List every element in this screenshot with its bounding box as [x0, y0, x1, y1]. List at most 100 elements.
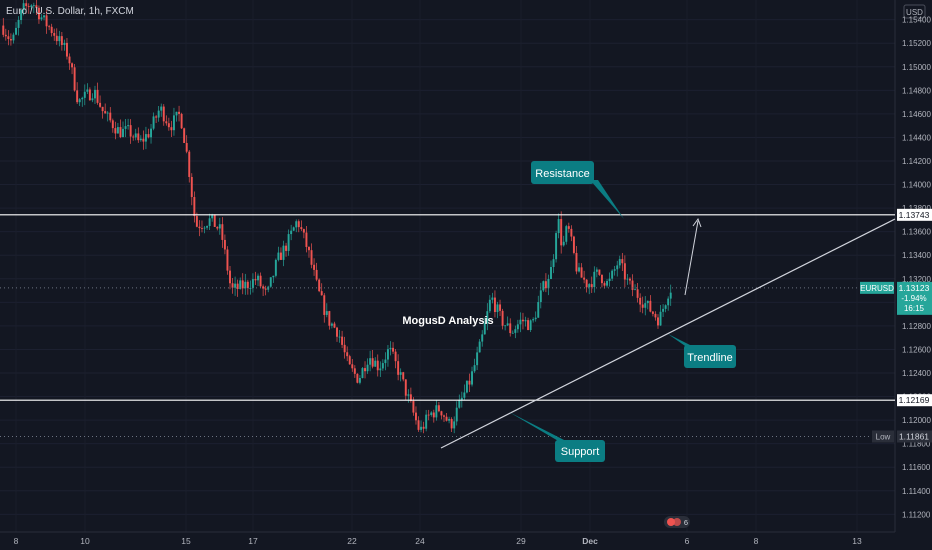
candle-body	[63, 42, 66, 45]
event-badge-count: 6	[684, 518, 688, 527]
candle-body	[524, 320, 527, 322]
y-tick-label: 1.15200	[902, 39, 931, 48]
candle-body	[399, 372, 402, 375]
candle-body	[310, 250, 313, 265]
candle-body	[262, 286, 265, 289]
candle-body	[585, 279, 588, 288]
candle-body	[496, 304, 499, 313]
candle-body	[544, 281, 547, 289]
low-tag-label: Low	[876, 432, 891, 441]
trendline-callout[interactable]	[684, 345, 736, 368]
candle-body	[83, 91, 86, 98]
candle-body	[552, 259, 555, 268]
candle-body	[662, 308, 665, 312]
candle-body	[514, 329, 517, 333]
candle-body	[7, 36, 10, 40]
candle-body	[445, 416, 448, 421]
candle-body	[669, 292, 672, 299]
y-tick-label: 1.11400	[902, 487, 931, 496]
candle-body	[565, 226, 568, 242]
candle-body	[392, 347, 395, 352]
candle-body	[499, 304, 502, 311]
candle-body	[229, 270, 231, 284]
projection-arrow-line[interactable]	[684, 220, 699, 296]
y-tick-label: 1.12000	[902, 416, 931, 425]
candle-body	[351, 364, 354, 369]
trendline-callout-pointer	[668, 334, 696, 348]
candle-body	[463, 392, 466, 398]
candle-body	[32, 5, 35, 7]
candle-body	[175, 111, 178, 116]
candle-body	[595, 269, 598, 272]
candle-body	[198, 226, 201, 229]
candle-body	[165, 121, 168, 124]
candle-body	[272, 275, 275, 278]
candle-body	[473, 365, 476, 372]
candle-body	[157, 110, 160, 118]
currency-badge[interactable]	[903, 4, 926, 19]
candle-body	[104, 111, 107, 114]
candle-body	[287, 234, 290, 251]
candle-body	[269, 277, 272, 287]
candle-body	[527, 320, 530, 331]
candle-body	[323, 295, 326, 315]
candle-body	[369, 358, 372, 365]
candle-body	[575, 252, 578, 272]
candle-body	[450, 418, 453, 429]
y-tick-label: 1.11200	[902, 510, 931, 519]
x-tick-label: 15	[181, 536, 191, 546]
candle-body	[389, 347, 392, 350]
candle-body	[631, 280, 634, 290]
candle-body	[557, 219, 560, 234]
candle-body	[81, 97, 84, 100]
candle-body	[2, 25, 5, 35]
candle-body	[432, 412, 435, 418]
candle-body	[172, 115, 175, 131]
bar-countdown: 16:15	[904, 304, 925, 313]
y-tick-label: 1.13200	[902, 275, 931, 284]
symbol-title[interactable]: Euro / U.S. Dollar, 1h, FXCM	[6, 6, 134, 17]
candle-body	[425, 414, 428, 429]
candle-body	[86, 89, 89, 92]
y-tick-label: 1.13800	[902, 204, 931, 213]
trendline[interactable]	[440, 218, 896, 449]
candle-body	[420, 426, 423, 430]
candle-body	[435, 405, 438, 418]
x-tick-label: 8	[14, 536, 19, 546]
candle-body	[295, 221, 298, 228]
y-tick-label: 1.12400	[902, 369, 931, 378]
support-callout-text: Support	[561, 446, 600, 458]
candle-body	[611, 270, 614, 279]
candle-body	[43, 15, 46, 18]
candle-body	[414, 412, 417, 421]
candle-body	[453, 421, 456, 429]
support-callout[interactable]	[555, 440, 605, 462]
resistance-callout[interactable]	[531, 161, 594, 184]
time-axis[interactable]: 8 10 15 17 22 24 29 Dec 6 8 13	[14, 536, 862, 546]
candle-body	[178, 111, 181, 114]
candle-body	[53, 33, 56, 36]
candle-body	[529, 320, 532, 331]
candle-body	[386, 349, 389, 360]
candle-body	[623, 263, 626, 280]
candle-body	[17, 20, 20, 28]
candle-body	[562, 241, 565, 246]
candle-body	[132, 136, 135, 138]
y-tick-label: 1.13600	[902, 228, 931, 237]
candle-body	[257, 275, 260, 281]
candle-body	[353, 368, 356, 374]
y-tick-label: 1.15400	[902, 16, 931, 25]
candle-body	[68, 56, 71, 64]
candle-body	[379, 368, 382, 371]
support-price-tag	[897, 394, 932, 407]
candle-body	[206, 226, 209, 228]
candle-body	[572, 236, 575, 253]
candle-body	[430, 412, 433, 416]
candle-body	[251, 279, 254, 289]
candle-body	[404, 379, 407, 396]
candle-body	[583, 277, 586, 280]
candle-body	[244, 281, 247, 289]
candle-body	[35, 5, 38, 8]
